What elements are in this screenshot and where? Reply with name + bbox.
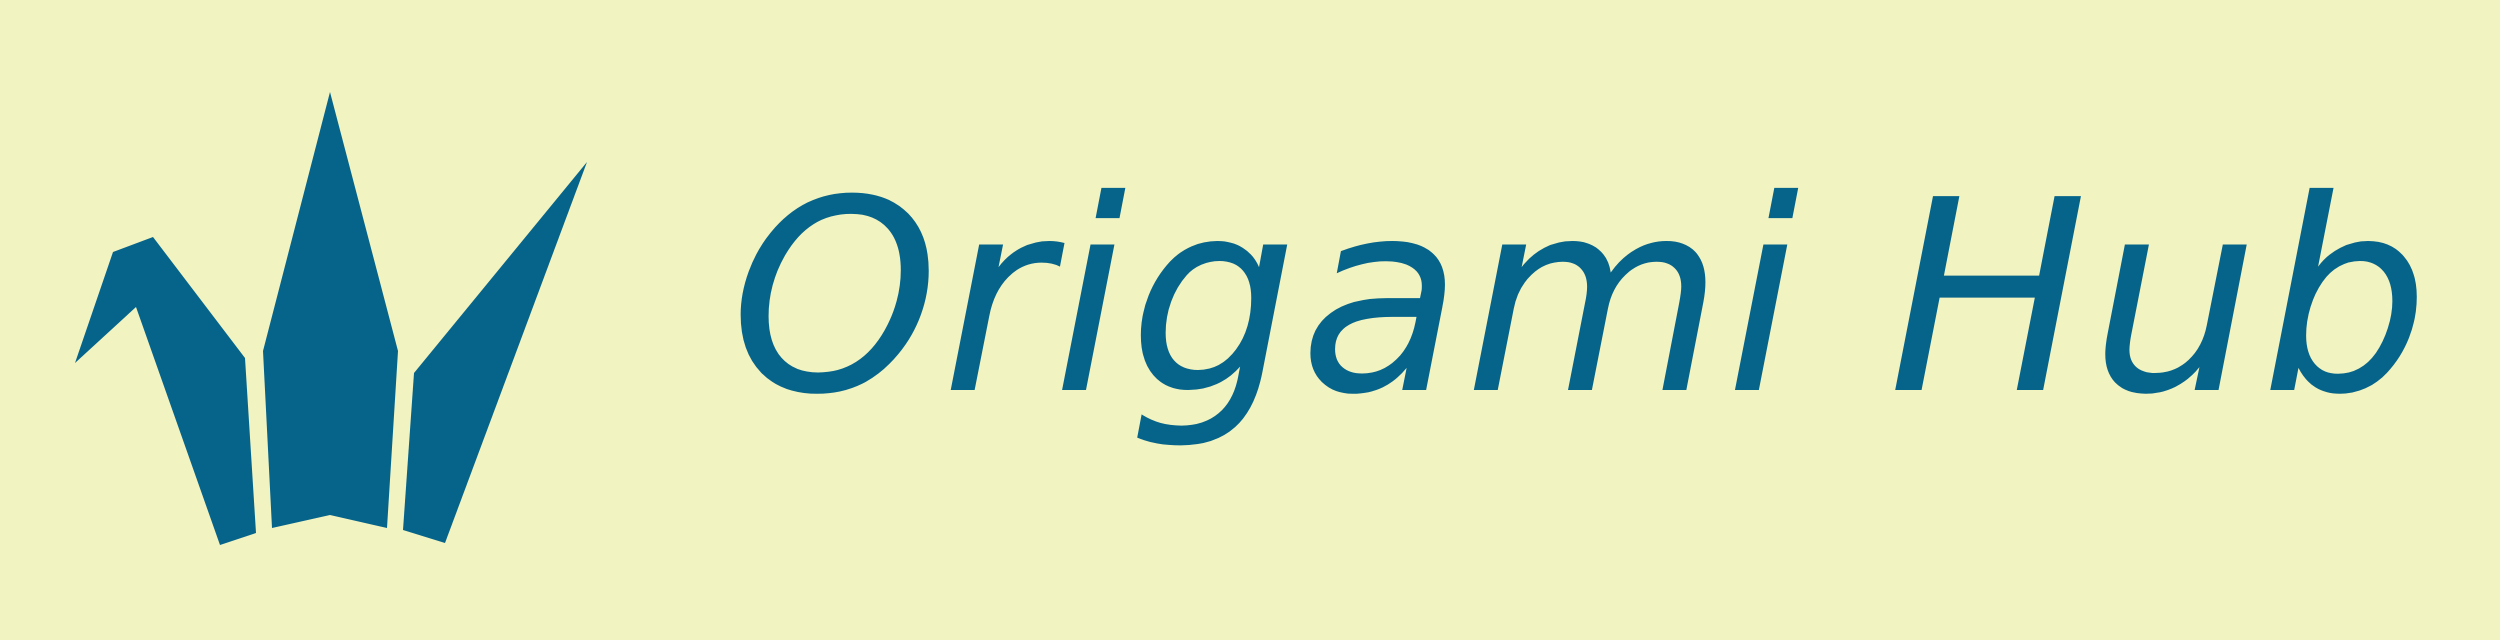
brand-wordmark: Origami Hub (730, 143, 2432, 453)
crane-center-body-shape (263, 92, 398, 528)
crane-right-wing-shape (403, 162, 587, 543)
crane-left-wing-shape (75, 237, 256, 545)
origami-crane-icon (75, 92, 587, 545)
